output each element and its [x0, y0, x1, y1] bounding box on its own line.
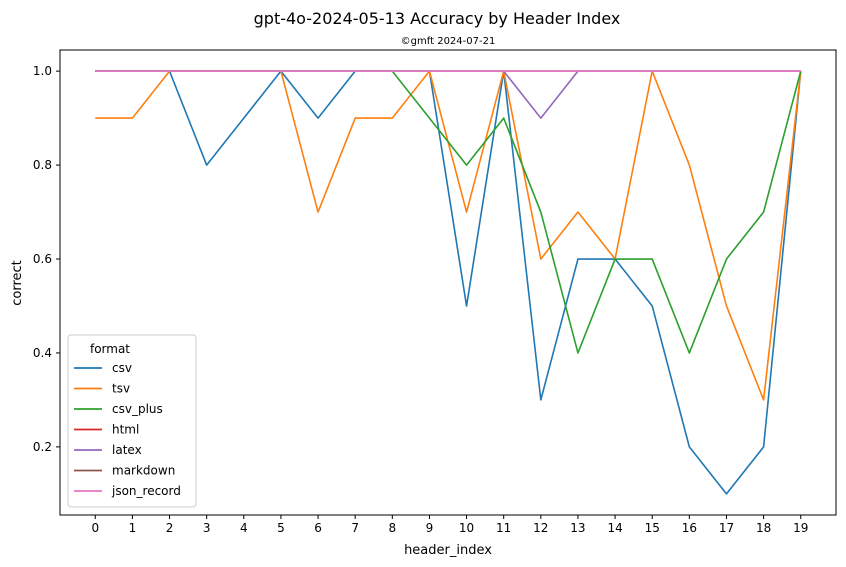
x-tick-label: 13 — [570, 521, 585, 535]
legend-label-markdown: markdown — [112, 464, 175, 478]
x-axis-label: header_index — [404, 543, 492, 558]
x-tick-label: 15 — [645, 521, 660, 535]
x-tick-label: 7 — [351, 521, 359, 535]
x-tick-label: 10 — [459, 521, 474, 535]
chart-subtitle: ©gmft 2024-07-21 — [401, 36, 496, 47]
x-tick-label: 14 — [607, 521, 622, 535]
x-tick-label: 6 — [314, 521, 322, 535]
series-line-latex — [95, 70, 801, 119]
x-tick-label: 19 — [793, 521, 808, 535]
y-tick-label: 0.4 — [33, 346, 52, 360]
x-tick-label: 0 — [91, 521, 99, 535]
series-line-csv — [95, 70, 802, 495]
plot-frame — [59, 49, 837, 516]
legend-box — [67, 334, 197, 508]
x-tick-label: 3 — [203, 521, 211, 535]
x-tick-label: 18 — [756, 521, 771, 535]
x-tick-label: 12 — [533, 521, 548, 535]
y-axis-label: correct — [10, 260, 25, 306]
x-tick-label: 2 — [166, 521, 174, 535]
y-tick-label: 0.8 — [33, 158, 52, 172]
legend-label-html: html — [112, 423, 139, 437]
plot-lines — [95, 70, 802, 495]
x-tick-label: 5 — [277, 521, 285, 535]
legend-label-latex: latex — [112, 443, 142, 457]
y-axis: 0.2 0.4 0.6 0.8 1.0 — [33, 64, 60, 454]
x-tick-label: 17 — [719, 521, 734, 535]
y-tick-label: 0.2 — [33, 440, 52, 454]
y-tick-label: 1.0 — [33, 64, 52, 78]
x-tick-label: 9 — [426, 521, 434, 535]
legend-label-csv-plus: csv_plus — [112, 402, 163, 416]
x-tick-label: 1 — [129, 521, 137, 535]
y-tick-label: 0.6 — [33, 252, 52, 266]
legend-label-tsv: tsv — [112, 382, 130, 396]
legend-label-json-record: json_record — [111, 484, 181, 498]
chart-title: gpt-4o-2024-05-13 Accuracy by Header Ind… — [254, 9, 621, 28]
x-tick-label: 8 — [388, 521, 396, 535]
x-axis: 0 1 2 3 4 5 6 7 8 9 10 11 12 13 14 15 16 17 18 19 — [91, 515, 808, 535]
legend-label-csv: csv — [112, 361, 132, 375]
legend-title: format — [90, 342, 130, 356]
x-tick-label: 16 — [682, 521, 697, 535]
x-tick-label: 11 — [496, 521, 511, 535]
x-tick-label: 4 — [240, 521, 248, 535]
series-line-csv-plus — [95, 70, 802, 354]
series-line-tsv — [95, 70, 802, 401]
